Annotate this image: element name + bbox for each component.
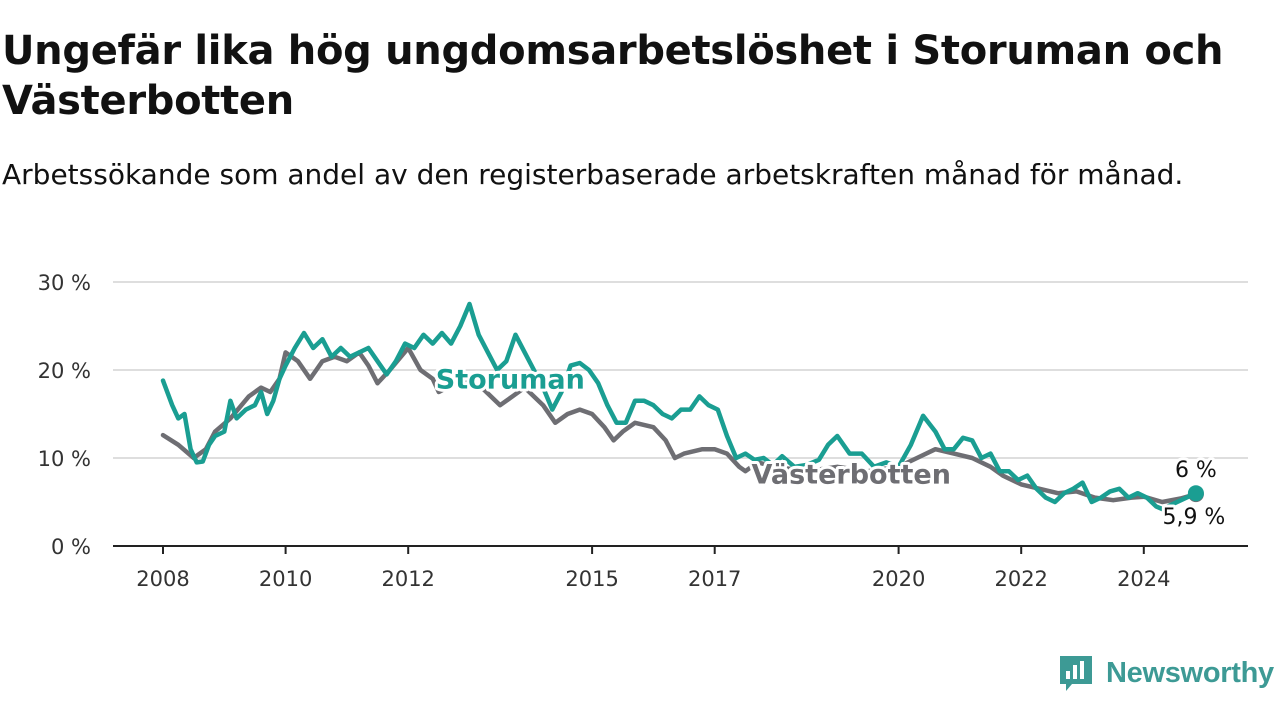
x-tick-label: 2022 [994, 567, 1047, 591]
end-label-storuman: 6 % [1175, 458, 1217, 483]
brand-name: Newsworthy [1106, 656, 1274, 689]
x-tick-label: 2015 [565, 567, 618, 591]
y-tick-label: 20 % [38, 359, 91, 383]
series-labels: Storuman Västerbotten 6 % 5,9 % [433, 361, 1229, 533]
y-tick-label: 10 % [38, 447, 91, 471]
series-lines [160, 301, 1204, 512]
end-marker-storuman [1187, 485, 1204, 502]
chart-subtitle: Arbetssökande som andel av den registerb… [2, 158, 1184, 191]
series-line-storuman [160, 301, 1199, 512]
x-tick-label: 2020 [872, 567, 925, 591]
chart-title: Ungefär lika hög ungdomsarbetslöshet i S… [2, 28, 1224, 124]
newsworthy-logo: Newsworthy [1058, 654, 1274, 692]
series-label-västerbotten: Västerbotten [751, 460, 950, 491]
x-tick-label: 2010 [259, 567, 312, 591]
x-tick-label: 2008 [136, 567, 189, 591]
x-tick-label: 2017 [688, 567, 741, 591]
series-label-storuman: Storuman [436, 364, 585, 395]
y-tick-label: 30 % [38, 271, 91, 295]
y-axis-ticks: 0 % 10 % 20 % 30 % [38, 271, 91, 559]
series-line-västerbotten [160, 345, 1199, 505]
end-label-vasterbotten: 5,9 % [1162, 505, 1225, 530]
y-tick-label: 0 % [51, 535, 91, 559]
x-tick-label: 2024 [1117, 567, 1170, 591]
x-axis: 2008 2010 2012 2015 2017 2020 2022 2024 [113, 545, 1248, 591]
bar-chart-speech-bubble-icon [1060, 656, 1092, 691]
line-chart: 0 % 10 % 20 % 30 % 2008 2010 2012 2015 2017 2020… [38, 271, 1248, 591]
x-tick-label: 2012 [381, 567, 434, 591]
